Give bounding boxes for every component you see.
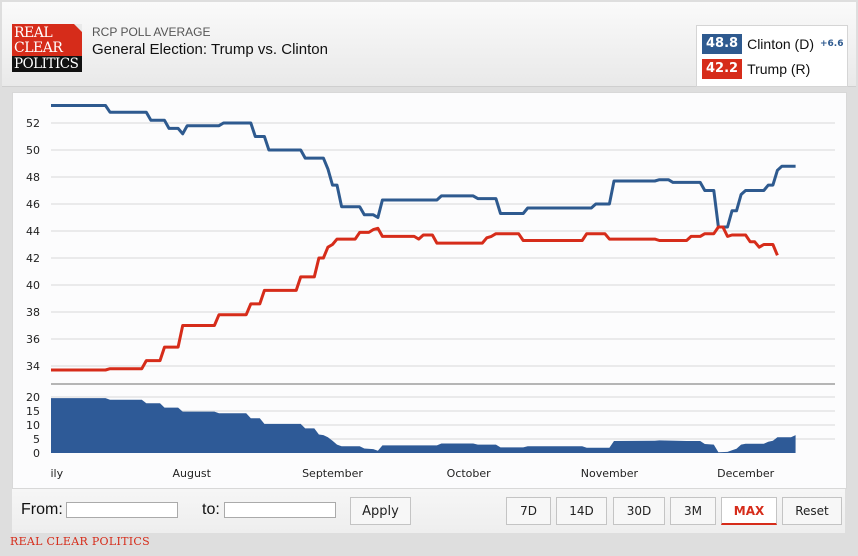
spread-y-tick-label: 15 bbox=[26, 405, 40, 418]
from-date-input[interactable] bbox=[66, 502, 178, 518]
y-tick-label: 40 bbox=[26, 279, 40, 292]
logo-text-line1: REAL bbox=[14, 25, 53, 41]
spread-y-tick-label: 5 bbox=[33, 433, 40, 446]
to-label: to: bbox=[202, 501, 220, 518]
range-button-14d[interactable]: 14D bbox=[556, 497, 607, 525]
range-button-3m[interactable]: 3M bbox=[670, 497, 716, 525]
to-date-input[interactable] bbox=[224, 502, 336, 518]
legend-name-clinton: Clinton (D) bbox=[747, 36, 814, 52]
y-tick-label: 42 bbox=[26, 252, 40, 265]
spread-area bbox=[51, 398, 796, 453]
logo-red-block bbox=[12, 24, 82, 56]
legend-spread: +6.6 bbox=[819, 39, 844, 49]
spread-y-tick-label: 20 bbox=[26, 391, 40, 404]
x-tick-label: September bbox=[302, 467, 363, 480]
y-tick-label: 34 bbox=[26, 360, 40, 373]
logo-text-line2: CLEAR bbox=[14, 40, 63, 56]
y-tick-label: 36 bbox=[26, 333, 40, 346]
header: REAL CLEAR POLITICS RCP POLL AVERAGE Gen… bbox=[2, 2, 856, 87]
y-tick-label: 48 bbox=[26, 171, 40, 184]
apply-button[interactable]: Apply bbox=[350, 497, 411, 525]
range-button-7d[interactable]: 7D bbox=[506, 497, 551, 525]
plot-area: 34 36 38 40 42 44 46 48 50 52 0 5 10 15 20 ily August Sep… bbox=[12, 92, 847, 489]
logo-black-block bbox=[12, 56, 82, 72]
chart-subtitle: RCP POLL AVERAGE bbox=[92, 25, 211, 39]
reset-button[interactable]: Reset bbox=[782, 497, 842, 525]
x-tick-label: August bbox=[172, 467, 211, 480]
rcp-logo: REAL CLEAR POLITICS bbox=[12, 24, 82, 72]
spread-y-tick-label: 10 bbox=[26, 419, 40, 432]
legend-value-clinton: 48.8 bbox=[702, 34, 743, 54]
y-tick-label: 38 bbox=[26, 306, 40, 319]
x-tick-label: November bbox=[581, 467, 639, 480]
series-line-trump bbox=[51, 225, 779, 372]
legend-name-trump: Trump (R) bbox=[747, 61, 811, 77]
logo-fold bbox=[74, 24, 82, 32]
legend-item-trump[interactable]: 42.2 Trump (R) bbox=[702, 59, 810, 79]
legend-value-trump: 42.2 bbox=[702, 59, 743, 79]
legend: 48.8 Clinton (D) +6.6 42.2 Trump (R) bbox=[696, 25, 848, 87]
x-tick-label: October bbox=[447, 467, 491, 480]
x-tick-label: December bbox=[717, 467, 775, 480]
legend-item-clinton[interactable]: 48.8 Clinton (D) +6.6 bbox=[702, 34, 843, 54]
series-line-clinton bbox=[51, 104, 796, 229]
spread-y-tick-label: 0 bbox=[33, 447, 40, 460]
y-tick-label: 50 bbox=[26, 144, 40, 157]
logo-text-line3: POLITICS bbox=[14, 56, 79, 72]
range-controls: From: to: Apply 7D 14D 30D 3M MAX Reset bbox=[12, 489, 845, 533]
y-tick-label: 44 bbox=[26, 225, 40, 238]
footer-brand: REAL CLEAR POLITICS bbox=[10, 535, 150, 548]
range-button-max[interactable]: MAX bbox=[721, 497, 777, 525]
y-tick-label: 46 bbox=[26, 198, 40, 211]
chart-title: General Election: Trump vs. Clinton bbox=[92, 41, 328, 58]
y-tick-label: 52 bbox=[26, 117, 40, 130]
range-button-30d[interactable]: 30D bbox=[613, 497, 665, 525]
x-tick-label: ily bbox=[50, 467, 63, 480]
from-label: From: bbox=[21, 501, 63, 518]
